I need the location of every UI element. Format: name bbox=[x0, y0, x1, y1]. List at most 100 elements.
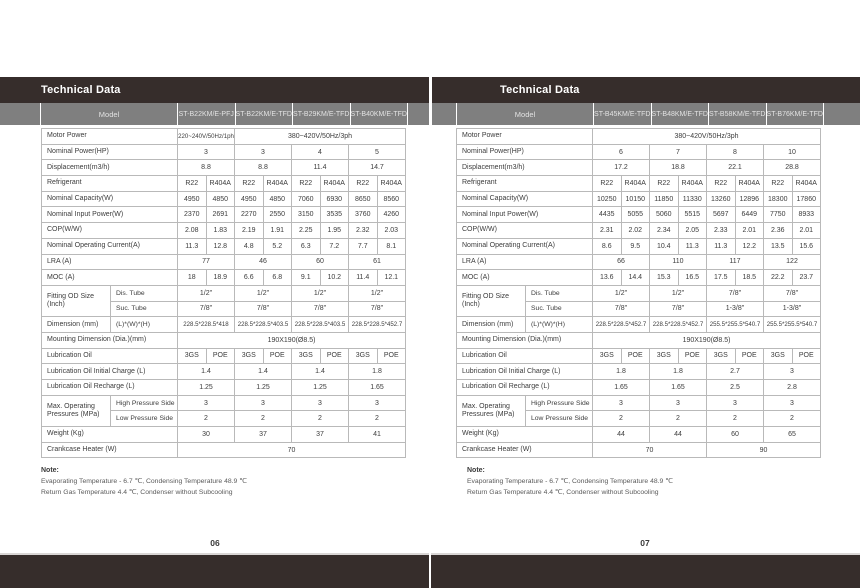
value-cell: 7/8" bbox=[235, 301, 292, 318]
value-cell: R404A bbox=[263, 176, 292, 192]
value-cell: 2 bbox=[593, 411, 650, 428]
table-row: Fitting OD Size (Inch) Dis. Tube 1/2" 1/2" 7… bbox=[457, 285, 821, 318]
value-cell: 4.8 bbox=[235, 238, 264, 255]
value-cell: POE bbox=[735, 348, 764, 365]
value-cell: 255.5*255.5*540.7 bbox=[707, 317, 764, 333]
model-name-cell: ST-B45KM/E-TFD bbox=[594, 103, 651, 125]
value-cell: 8650 bbox=[349, 191, 378, 208]
row-sublabel: Dis. Tube bbox=[526, 285, 593, 302]
value-cell: 61 bbox=[349, 254, 406, 271]
value-cell: 44 bbox=[650, 427, 707, 443]
value-cell: 2.33 bbox=[707, 223, 736, 239]
row-label: Crankcase Heater (W) bbox=[457, 442, 593, 459]
value-cell: 1.95 bbox=[320, 223, 349, 239]
row-sublabel: Suc. Tube bbox=[111, 301, 178, 318]
value-cell: 8 bbox=[707, 144, 764, 161]
value-cell: 3GS bbox=[349, 348, 378, 365]
value-cell: 7/8" bbox=[349, 301, 406, 318]
value-cell: 1.4 bbox=[178, 364, 235, 381]
row-sublabel: Low Pressure Side bbox=[526, 411, 593, 428]
value-cell: 60 bbox=[707, 427, 764, 443]
table-row: Nominal Operating Current(A) 8.6 9.5 10.4 11… bbox=[457, 238, 821, 255]
value-cell: 1.8 bbox=[593, 364, 650, 381]
value-cell: 2.01 bbox=[735, 223, 764, 239]
value-cell: 2.02 bbox=[621, 223, 650, 239]
value-cell: POE bbox=[621, 348, 650, 365]
value-cell: 2 bbox=[235, 411, 292, 428]
table-row: Lubrication Oil Initial Charge (L) 1.8 1.8… bbox=[457, 364, 821, 381]
row-label: Mounting Dimension (Dia.)(mm) bbox=[457, 332, 593, 349]
value-cell: 2370 bbox=[178, 207, 207, 224]
value-cell: R404A bbox=[377, 176, 406, 192]
sub-rows: High Pressure Side 3 3 3 3 Low Pressure Side 2… bbox=[111, 395, 406, 428]
table-row: Lubrication Oil 3GS POE 3GS POE 3GS POE 3GS POE bbox=[457, 348, 821, 365]
value-cell: 5515 bbox=[678, 207, 707, 224]
row-label: Displacement(m3/h) bbox=[42, 160, 178, 177]
value-cell: 1.8 bbox=[650, 364, 707, 381]
value-cell: 1/2" bbox=[650, 285, 707, 302]
sub-rows: (L)*(W)*(H) 228.5*228.5*452.7 228.5*228.5*… bbox=[526, 317, 821, 333]
row-sublabel: (L)*(W)*(H) bbox=[526, 317, 593, 333]
value-cell: 2.03 bbox=[377, 223, 406, 239]
table-row: LRA (A) 77 46 60 61 bbox=[42, 254, 406, 271]
table-subrow: Low Pressure Side 2 2 2 2 bbox=[526, 411, 821, 428]
value-cell: 2.05 bbox=[678, 223, 707, 239]
value-cell: 9.5 bbox=[621, 238, 650, 255]
row-label: COP(W/W) bbox=[457, 223, 593, 239]
value-cell: 1/2" bbox=[292, 285, 349, 302]
value-cell: 18.5 bbox=[735, 270, 764, 286]
value-cell: 3 bbox=[349, 395, 406, 412]
value-cell: 14.7 bbox=[349, 160, 406, 177]
value-cell: 228.5*228.5*403.5 bbox=[235, 317, 292, 333]
spacer bbox=[430, 498, 860, 538]
row-label: Motor Power bbox=[42, 129, 178, 145]
row-label: Nominal Operating Current(A) bbox=[457, 238, 593, 255]
value-cell: R404A bbox=[621, 176, 650, 192]
value-cell: 3 bbox=[235, 144, 292, 161]
sub-rows: High Pressure Side 3 3 3 3 Low Pressure Side 2… bbox=[526, 395, 821, 428]
value-cell: POE bbox=[320, 348, 349, 365]
value-cell: 3GS bbox=[292, 348, 321, 365]
table-row: Max. Operating Pressures (MPa) High Press… bbox=[42, 395, 406, 428]
value-cell: 15.6 bbox=[792, 238, 821, 255]
row-label: LRA (A) bbox=[42, 254, 178, 271]
value-cell: 3 bbox=[178, 395, 235, 412]
value-cell: 6.6 bbox=[235, 270, 264, 286]
table-row: Motor Power 220~240V/50Hz/1ph 380~420V/50H… bbox=[42, 129, 406, 145]
value-cell: 3 bbox=[707, 395, 764, 412]
value-cell: 28.8 bbox=[764, 160, 821, 177]
value-cell: R22 bbox=[349, 176, 378, 192]
value-cell: R22 bbox=[593, 176, 622, 192]
model-row-gutter bbox=[408, 103, 429, 125]
value-cell: 11330 bbox=[678, 191, 707, 208]
value-cell: 5055 bbox=[621, 207, 650, 224]
value-cell: 3150 bbox=[292, 207, 321, 224]
value-cell: R22 bbox=[178, 176, 207, 192]
bottom-band bbox=[431, 553, 860, 588]
model-name-cell: ST-B40KM/E-TFD bbox=[350, 103, 407, 125]
table-row: Mounting Dimension (Dia.)(mm) 190X190(Ø8.… bbox=[42, 332, 406, 349]
row-label: Refrigerant bbox=[42, 176, 178, 192]
value-cell: 1/2" bbox=[178, 285, 235, 302]
value-cell: R22 bbox=[235, 176, 264, 192]
row-sublabel: (L)*(W)*(H) bbox=[111, 317, 178, 333]
table-subrow: Suc. Tube 7/8" 7/8" 7/8" 7/8" bbox=[111, 301, 406, 318]
value-cell: 18.9 bbox=[206, 270, 235, 286]
page-number: 06 bbox=[210, 538, 220, 548]
value-cell: 77 bbox=[178, 254, 235, 271]
table-row: Crankcase Heater (W) 70 90 bbox=[457, 442, 821, 459]
value-cell: 30 bbox=[178, 427, 235, 443]
value-cell: 1.25 bbox=[178, 380, 235, 396]
value-cell: 15.3 bbox=[650, 270, 679, 286]
value-cell: 10.2 bbox=[320, 270, 349, 286]
value-cell: 3GS bbox=[593, 348, 622, 365]
value-cell: POE bbox=[206, 348, 235, 365]
value-cell: 7750 bbox=[764, 207, 793, 224]
value-cell: 6930 bbox=[320, 191, 349, 208]
value-cell: 2.25 bbox=[292, 223, 321, 239]
value-cell: 2.7 bbox=[707, 364, 764, 381]
value-cell: 23.7 bbox=[792, 270, 821, 286]
title-band: Technical Data bbox=[432, 77, 860, 103]
value-cell: 1/2" bbox=[593, 285, 650, 302]
model-name-cell: ST-B76KM/E-TFD bbox=[766, 103, 823, 125]
